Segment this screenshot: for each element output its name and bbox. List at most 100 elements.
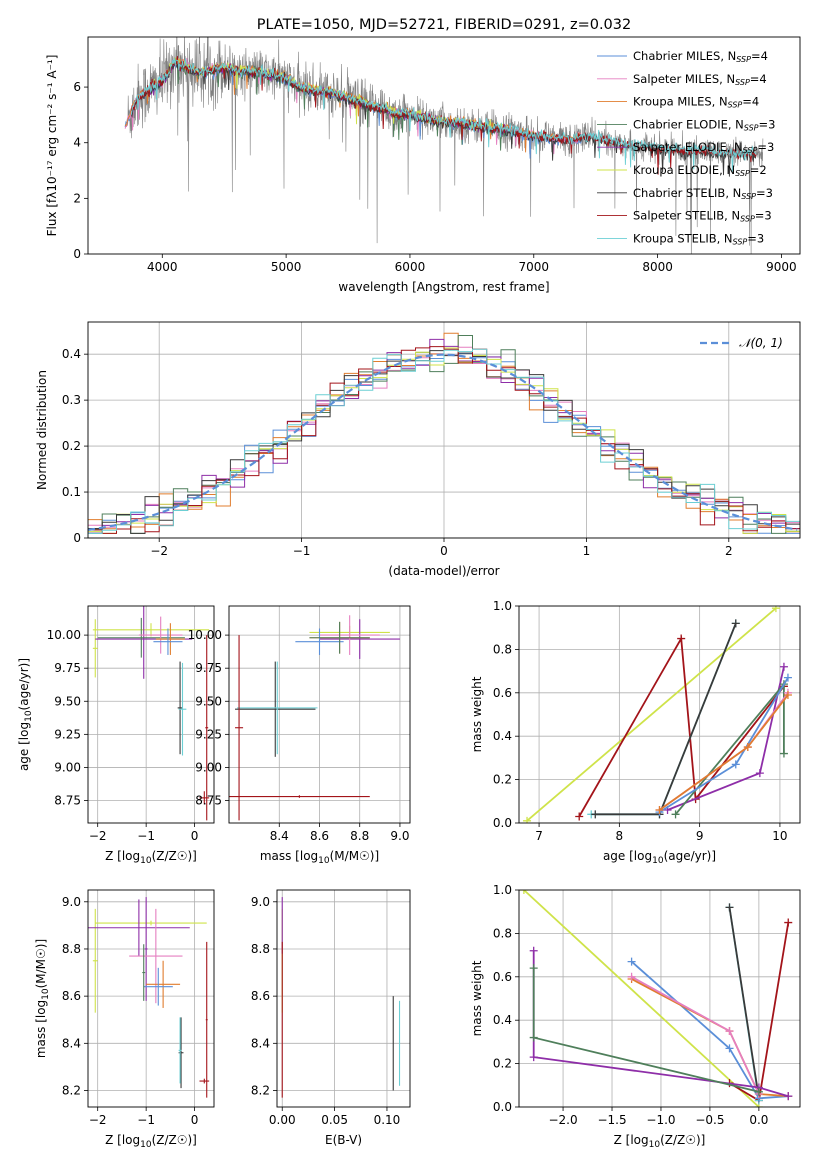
plot-area-mass-vs-ebv: [277, 890, 410, 1107]
tick-label-y: 0.1: [62, 485, 81, 499]
y-axis-label: mass [log10(M/M☉)]: [34, 939, 51, 1058]
axes-frame: [276, 889, 411, 1108]
tick-label-y: 8.6: [251, 989, 270, 1003]
y-axis-label: Normed distribution: [35, 370, 49, 490]
tick-label-y: 8.8: [62, 942, 81, 956]
axes-residuals: −2 −1 0 1 2 0 0.1 0.2 0.3 0.4 (data-model)/error No…: [35, 321, 801, 578]
tick-label-x: 7: [535, 829, 543, 843]
tick-label-x: 9000: [766, 260, 797, 274]
plot-area-age-vs-mass: [229, 606, 410, 823]
series-line-kroupa_elodie: [526, 607, 777, 822]
tick-label-y: 0.2: [62, 439, 81, 453]
axes-frame: [87, 36, 801, 255]
tick-label-y: 8.2: [251, 1083, 270, 1097]
point-marker-salpeter_miles: [627, 972, 636, 981]
point-marker-kroupa_miles: [783, 690, 792, 699]
tick-label-x: 8000: [642, 260, 673, 274]
tick-label-x: 2: [725, 544, 733, 558]
tick-label-y: 8.75: [195, 794, 222, 808]
tick-label-x: −1: [293, 544, 311, 558]
legend-label: Chabrier ELODIE, NSSP=3: [633, 117, 775, 132]
tick-label-y: 0.6: [493, 686, 512, 700]
tick-label-x: 5000: [271, 260, 302, 274]
point-marker-kroupa_miles: [655, 805, 664, 814]
tick-label-x: −1: [137, 829, 155, 843]
tick-label-x: 0: [191, 1113, 199, 1127]
tick-label-x: −1.0: [646, 1113, 675, 1127]
point-marker-salpeter_elodie: [779, 662, 788, 671]
point-marker-salpeter_elodie: [529, 946, 538, 955]
legend: Chabrier MILES, NSSP=4 Salpeter MILES, NS…: [597, 49, 775, 247]
legend-label: Chabrier STELIB, NSSP=3: [633, 186, 773, 201]
tick-label-y: 9.75: [54, 661, 81, 675]
tick-label-y: 8.8: [251, 942, 270, 956]
point-marker-chabrier_elodie: [529, 1033, 538, 1042]
tick-label-y: 0.6: [493, 970, 512, 984]
point-marker-salpeter_stelib: [677, 634, 686, 643]
point-marker-chabrier_miles: [783, 673, 792, 682]
point-marker-chabrier_stelib: [591, 810, 600, 819]
plot-area-weight-vs-z: [519, 890, 800, 1107]
tick-label-y: 9.0: [251, 895, 270, 909]
tick-label-x: 8.4: [270, 829, 289, 843]
tick-label-x: −0.5: [695, 1113, 724, 1127]
x-axis-label: Z [log10(Z/Z☉)]: [614, 1133, 706, 1150]
plot-area-weight-vs-age: [519, 606, 800, 823]
legend-label: Salpeter ELODIE, NSSP=3: [633, 140, 774, 155]
tick-label-y: 0.8: [493, 642, 512, 656]
legend-label: Chabrier MILES, NSSP=4: [633, 49, 768, 64]
tick-label-y: 9.75: [195, 661, 222, 675]
tick-label-y: 9.0: [62, 895, 81, 909]
point-marker-kroupa_miles: [743, 743, 752, 752]
tick-label-y: 0.2: [493, 773, 512, 787]
tick-label-y: 8.75: [54, 794, 81, 808]
tick-label-x: −2: [89, 829, 107, 843]
tick-label-y: 8.6: [62, 989, 81, 1003]
point-marker-salpeter_elodie: [755, 769, 764, 778]
point-marker-salpeter_elodie: [784, 1092, 793, 1101]
tick-label-y: 0: [73, 247, 81, 261]
tick-label-y: 0.2: [493, 1057, 512, 1071]
tick-label-y: 0.4: [493, 729, 512, 743]
point-marker-chabrier_elodie: [671, 810, 680, 819]
point-marker-kroupa_elodie: [523, 816, 532, 823]
tick-label-x: −1.5: [597, 1113, 626, 1127]
legend-label: Kroupa ELODIE, NSSP=2: [633, 163, 767, 178]
point-marker-chabrier_miles: [731, 760, 740, 769]
x-axis-label: mass [log10(M/M☉)]: [260, 849, 379, 866]
axes-age-vs-z: −2 −1 0 8.75 9.00 9.25 9.50 9.75 10.00 Z [log10(Z…: [17, 605, 215, 866]
tick-label-x: 9: [696, 829, 704, 843]
legend-label: Salpeter MILES, NSSP=4: [633, 72, 767, 87]
tick-label-x: 0.05: [321, 1113, 348, 1127]
axes-frame: [518, 889, 801, 1108]
tick-label-y: 0.4: [62, 347, 81, 361]
series-line-kroupa_elodie: [523, 890, 760, 1107]
series-line-kroupa_stelib: [591, 623, 737, 816]
tick-label-x: 0.10: [374, 1113, 401, 1127]
tick-label-y: 9.25: [54, 727, 81, 741]
point-marker-chabrier_miles: [627, 957, 636, 966]
series-line-kroupa_miles: [658, 694, 789, 811]
tick-label-x: 6000: [395, 260, 426, 274]
plot-area-mass-vs-z: [88, 890, 214, 1107]
tick-label-x: 8.6: [310, 829, 329, 843]
point-marker-kroupa_elodie: [771, 606, 780, 613]
tick-label-x: −2.0: [548, 1113, 577, 1127]
tick-label-y: 9.50: [54, 694, 81, 708]
x-axis-label: wavelength [Angstrom, rest frame]: [338, 280, 549, 294]
tick-label-x: 8.8: [350, 829, 369, 843]
axes-mass-vs-ebv: 0.00 0.05 0.10 8.2 8.4 8.6 8.8 9.0 E(B-V): [251, 889, 411, 1147]
y-axis-label: Flux [fλ10⁻¹⁷ erg cm⁻² s⁻¹ A⁻¹]: [45, 55, 59, 237]
axes-spectrum: 4000 5000 6000 7000 8000 9000 0 2 4 6 wavelength […: [45, 17, 801, 294]
tick-label-y: 0.3: [62, 393, 81, 407]
tick-label-x: 9.0: [390, 829, 409, 843]
axes-age-vs-mass: 8.4 8.6 8.8 9.0 8.75 9.00 9.25 9.50 9.75 10.00 mas…: [188, 605, 411, 866]
tick-label-y: 9.00: [195, 760, 222, 774]
x-axis-label: Z [log10(Z/Z☉)]: [105, 1133, 197, 1150]
series-line-chabrier_stelib: [728, 907, 760, 1099]
series-line-chabrier_stelib: [595, 623, 737, 816]
x-axis-label: E(B-V): [325, 1133, 362, 1147]
point-marker-salpeter_stelib: [575, 812, 584, 821]
x-axis-label: age [log10(age/yr)]: [603, 849, 716, 866]
tick-label-x: 10: [772, 829, 787, 843]
